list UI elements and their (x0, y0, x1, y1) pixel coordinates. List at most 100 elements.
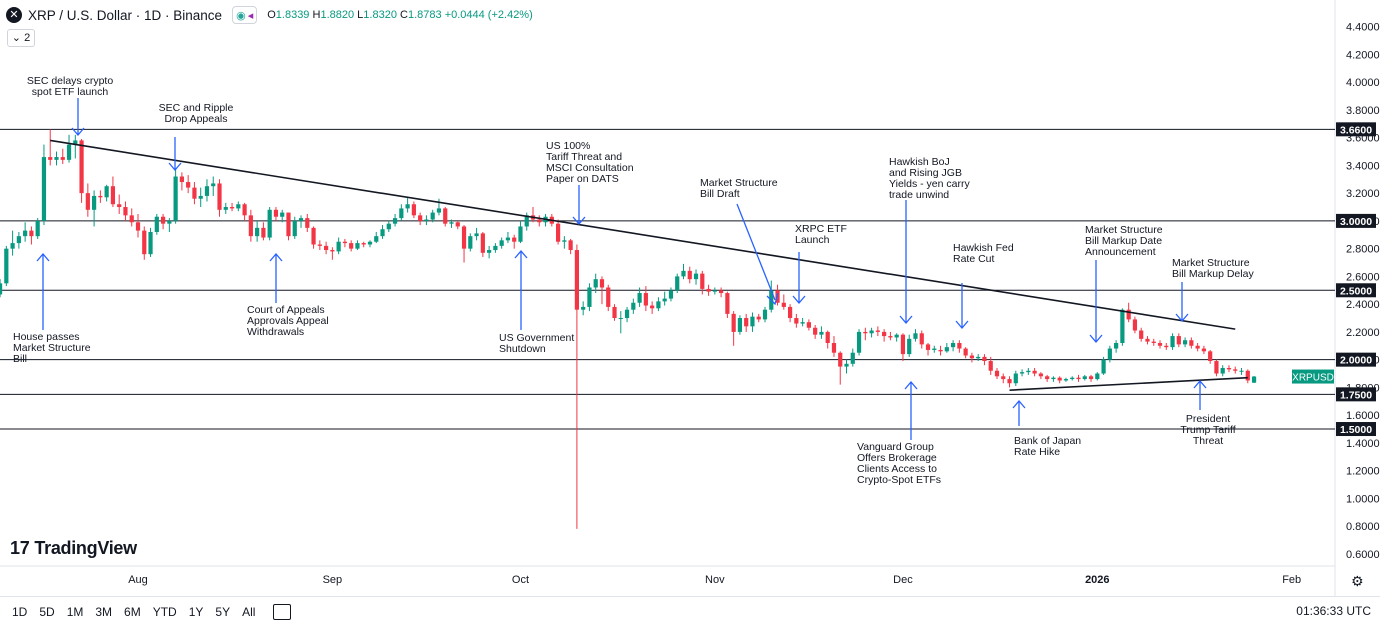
candle (994, 367, 1000, 380)
candle (875, 326, 880, 337)
candle-body (875, 330, 880, 332)
candle (712, 287, 717, 295)
candle (192, 182, 197, 205)
candle-body (474, 233, 479, 237)
tf-3m[interactable]: 3M (95, 604, 113, 619)
candle (148, 227, 153, 257)
candle-body (29, 230, 34, 237)
candle (1157, 340, 1163, 349)
candle (79, 139, 84, 203)
candle (612, 304, 617, 321)
candle (1245, 369, 1250, 384)
candle-body (1088, 376, 1094, 380)
trendline (50, 139, 1236, 330)
candle-body (606, 287, 611, 307)
candle (762, 306, 768, 323)
annotation-label: Hawkish BoJ and Rising JGB Yields - yen ca… (889, 156, 970, 201)
candle-body (831, 343, 837, 353)
candle (606, 284, 611, 312)
annotation-arrowhead (572, 216, 586, 225)
annotation-label: Market Structure Bill Draft (700, 177, 778, 200)
y-tick-label: 3.8000 (1346, 105, 1380, 117)
candle-body (311, 227, 316, 245)
candle-body (35, 220, 40, 237)
candle-body (1114, 343, 1119, 349)
candle (273, 207, 279, 221)
chart-header: ✕ XRP / U.S. Dollar · 1D · Binance ◉ ◂ O1… (6, 5, 533, 25)
candle (135, 213, 141, 238)
candle-body (449, 222, 454, 224)
candle (706, 284, 711, 296)
visibility-toggle[interactable]: ◉ ◂ (232, 6, 258, 24)
candle-body (913, 333, 918, 339)
candle-body (1239, 370, 1244, 372)
candle (73, 134, 78, 159)
price-chart[interactable]: 0.60000.80001.00001.20001.40001.60001.80… (0, 0, 1380, 596)
candle (637, 287, 642, 307)
tradingview-logo[interactable]: 17 TradingView (10, 538, 137, 558)
candle (330, 247, 335, 260)
candle-body (324, 245, 329, 251)
candle-body (236, 204, 241, 209)
tf-6m[interactable]: 6M (124, 604, 141, 619)
candle (204, 179, 210, 202)
candle (1013, 370, 1018, 387)
level-tag-bg (1336, 213, 1376, 228)
candle-body (512, 237, 517, 242)
candle-body (1220, 367, 1225, 374)
candle-body (524, 215, 529, 227)
annotation-arrowhead (269, 253, 283, 262)
candle (976, 354, 981, 362)
candle (1239, 367, 1244, 375)
candle-body (73, 140, 78, 145)
candle (1139, 327, 1144, 342)
indicators-collapse-button[interactable]: ⌄ 2 (7, 29, 35, 47)
candle (380, 225, 385, 239)
annotation-arrowhead (1193, 380, 1207, 389)
candle (355, 240, 360, 251)
tf-5d[interactable]: 5D (39, 604, 55, 619)
annotation-label: Bank of Japan Rate Hike (1014, 435, 1081, 458)
annotation-arrowhead (1175, 313, 1189, 322)
tf-all[interactable]: All (242, 604, 256, 619)
candle-body (0, 283, 3, 295)
candle-body (129, 215, 134, 223)
tf-5y[interactable]: 5Y (215, 604, 231, 619)
candle (1132, 316, 1138, 334)
symbol-icon[interactable]: ✕ (6, 7, 22, 23)
candle-body (123, 207, 128, 216)
candle (681, 263, 686, 280)
candle (1145, 336, 1150, 345)
candle-body (562, 240, 567, 242)
tf-1d[interactable]: 1D (12, 604, 28, 619)
candle (411, 201, 416, 219)
candle (424, 215, 429, 226)
candle (587, 283, 592, 312)
tf-1y[interactable]: 1Y (188, 604, 204, 619)
candle (643, 286, 648, 312)
candle-body (574, 250, 579, 310)
candle-body (248, 215, 253, 237)
candle (1001, 373, 1006, 384)
candle-body (750, 316, 755, 327)
candle-body (424, 219, 429, 221)
candle (117, 194, 122, 214)
candle (900, 333, 906, 362)
annotation-arrowhead (1012, 400, 1026, 409)
candle (787, 304, 793, 323)
candle-body (374, 236, 379, 242)
candle-body (894, 334, 899, 338)
candle (4, 245, 9, 287)
candle-body (787, 306, 793, 319)
candle-body (267, 209, 272, 238)
calendar-range-icon[interactable] (273, 603, 292, 620)
candle-body (79, 140, 84, 194)
candle (1151, 338, 1156, 346)
candle (449, 219, 454, 228)
symbol-title[interactable]: XRP / U.S. Dollar · 1D · Binance (28, 7, 223, 23)
candle-body (1026, 370, 1031, 373)
tf-ytd[interactable]: YTD (152, 604, 177, 619)
candle (367, 240, 373, 248)
tf-1m[interactable]: 1M (66, 604, 84, 619)
settings-gear-icon[interactable]: ⚙ (1351, 573, 1364, 589)
